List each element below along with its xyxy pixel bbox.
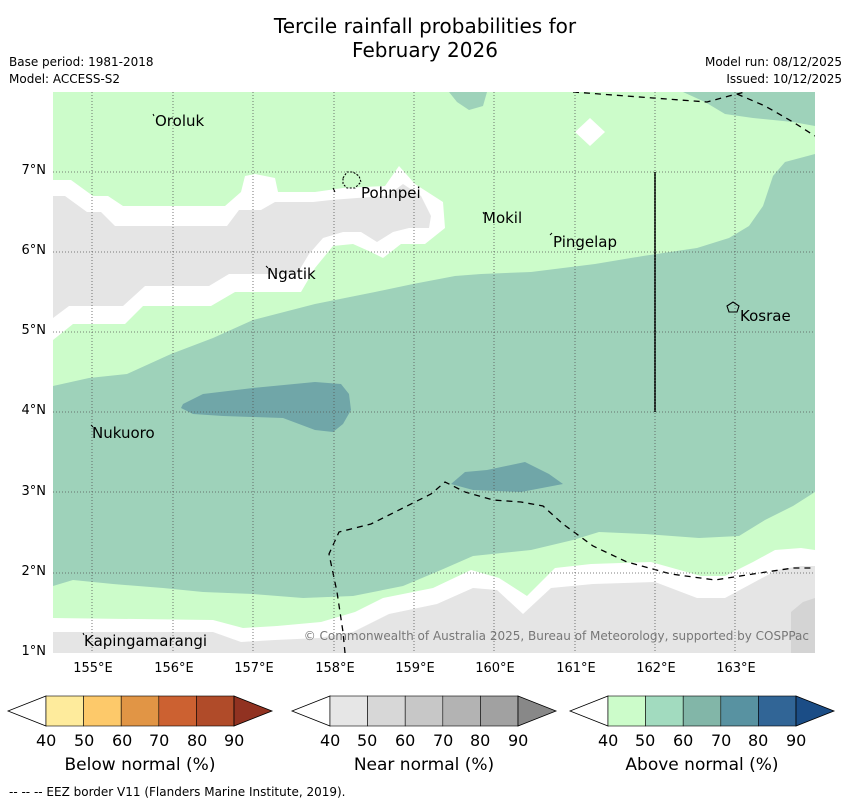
cb-above-tick-60: 60 <box>673 731 694 750</box>
region-near-south <box>53 566 815 653</box>
cb-above-tick-70: 70 <box>711 731 732 750</box>
cb-near-tick-60: 60 <box>395 731 416 750</box>
colorbar-below-bin-5 <box>196 695 235 727</box>
colorbar-below-low-arrow <box>6 695 47 727</box>
model-name: Model: ACCESS-S2 <box>9 72 121 86</box>
cb-above-tick-50: 50 <box>635 731 656 750</box>
colorbars <box>6 695 836 727</box>
lon-tick-157: 157°E <box>234 661 274 676</box>
base-period: Base period: 1981-2018 <box>9 55 154 69</box>
cb-near-tick-80: 80 <box>470 731 491 750</box>
place-markers <box>82 113 553 636</box>
lon-tick-161: 161°E <box>556 661 596 676</box>
lon-tick-163: 163°E <box>716 661 756 676</box>
colorbar-near-bin-1 <box>329 695 368 727</box>
map-panel: Oroluk Pohnpei Mokil Pingelap Ngatik Kos… <box>53 92 815 653</box>
region-above-70-west <box>181 382 351 432</box>
cb-near-tick-40: 40 <box>320 731 341 750</box>
colorbar-above-high-arrow <box>795 695 836 727</box>
cb-above-tick-40: 40 <box>598 731 619 750</box>
pohnpei-reef <box>332 187 336 193</box>
gridlines <box>53 92 815 653</box>
cb-below-tick-40: 40 <box>36 731 57 750</box>
place-kapingamarangi: Kapingamarangi <box>84 632 207 650</box>
colorbar-below-bin-4 <box>158 695 197 727</box>
title-line-1: Tercile rainfall probabilities for <box>273 14 577 38</box>
cb-below-tick-90: 90 <box>224 731 245 750</box>
colorbar-near-bin-2 <box>367 695 406 727</box>
region-white-diamond <box>575 118 605 146</box>
colorbar-near <box>290 695 558 727</box>
cb-below-tick-60: 60 <box>112 731 133 750</box>
colorbar-near-bin-4 <box>442 695 481 727</box>
copyright-notice: © Commonwealth of Australia 2025, Bureau… <box>304 629 809 643</box>
lon-tick-156: 156°E <box>154 661 194 676</box>
colorbar-above-bin-3 <box>682 695 722 727</box>
model-run: Model run: 08/12/2025 <box>704 55 842 69</box>
lon-tick-155: 155°E <box>73 661 113 676</box>
colorbar-above-bin-2 <box>645 695 684 727</box>
lat-tick-7: 7°N <box>21 163 47 178</box>
place-pohnpei: Pohnpei <box>361 184 421 202</box>
cb-near-tick-50: 50 <box>357 731 378 750</box>
kosrae-island <box>726 301 740 313</box>
lat-tick-5: 5°N <box>21 323 47 338</box>
title-line-2: February 2026 <box>352 38 498 62</box>
colorbar-below-bin-3 <box>120 695 160 727</box>
region-above-60-top-right <box>683 92 815 126</box>
colorbar-near-bin-3 <box>404 695 444 727</box>
colorbar-near-title: Near normal (%) <box>353 755 495 775</box>
cb-above-tick-80: 80 <box>748 731 769 750</box>
region-near-north <box>53 184 431 318</box>
pohnpei-island <box>342 171 362 189</box>
cb-below-tick-80: 80 <box>187 731 208 750</box>
eez-border-south <box>328 481 815 653</box>
colorbar-near-high-arrow <box>517 695 558 727</box>
colorbar-below-bin-2 <box>83 695 122 727</box>
place-ngatik: Ngatik <box>267 265 316 283</box>
place-mokil: Mokil <box>483 209 522 227</box>
meta-right: Model run: 08/12/2025 Issued: 10/12/2025 <box>705 54 842 88</box>
meta-left: Base period: 1981-2018 Model: ACCESS-S2 <box>9 54 154 88</box>
lon-tick-162: 162°E <box>636 661 676 676</box>
colorbar-above-title: Above normal (%) <box>625 755 779 775</box>
colorbar-above-low-arrow <box>568 695 609 727</box>
place-oroluk: Oroluk <box>155 112 204 130</box>
lon-tick-160: 160°E <box>475 661 515 676</box>
region-above-70-central <box>451 462 563 492</box>
lat-tick-3: 3°N <box>21 484 47 499</box>
lat-tick-1: 1°N <box>21 644 47 659</box>
place-pingelap: Pingelap <box>553 233 617 251</box>
lat-tick-6: 6°N <box>21 243 47 258</box>
cb-above-tick-90: 90 <box>786 731 807 750</box>
colorbar-below-title: Below normal (%) <box>64 755 216 775</box>
lat-tick-2: 2°N <box>21 564 47 579</box>
issued-date: Issued: 10/12/2025 <box>726 72 842 86</box>
region-above-60-top-left <box>449 92 487 110</box>
colorbar-above-bin-5 <box>758 695 797 727</box>
colorbar-near-low-arrow <box>290 695 331 727</box>
place-kosrae: Kosrae <box>740 307 791 325</box>
eez-border-north <box>572 92 815 137</box>
colorbar-below <box>6 695 274 727</box>
cb-below-tick-50: 50 <box>74 731 95 750</box>
colorbar-above-bin-1 <box>607 695 646 727</box>
colorbar-near-bin-5 <box>480 695 519 727</box>
region-above-60 <box>53 154 815 598</box>
eez-footnote: -- -- -- EEZ border V11 (Flanders Marine… <box>9 785 346 799</box>
colorbar-above-bin-4 <box>720 695 759 727</box>
colorbar-below-bin-1 <box>45 695 84 727</box>
colorbar-above <box>568 695 836 727</box>
chart-title: Tercile rainfall probabilities for Febru… <box>0 14 850 62</box>
lon-tick-159: 159°E <box>395 661 435 676</box>
lon-tick-158: 158°E <box>315 661 355 676</box>
cb-below-tick-70: 70 <box>149 731 170 750</box>
place-nukuoro: Nukuoro <box>92 424 155 442</box>
lat-tick-4: 4°N <box>21 403 47 418</box>
cb-near-tick-90: 90 <box>508 731 529 750</box>
cb-near-tick-70: 70 <box>433 731 454 750</box>
colorbar-below-high-arrow <box>233 695 274 727</box>
region-near-south-60 <box>791 598 815 653</box>
